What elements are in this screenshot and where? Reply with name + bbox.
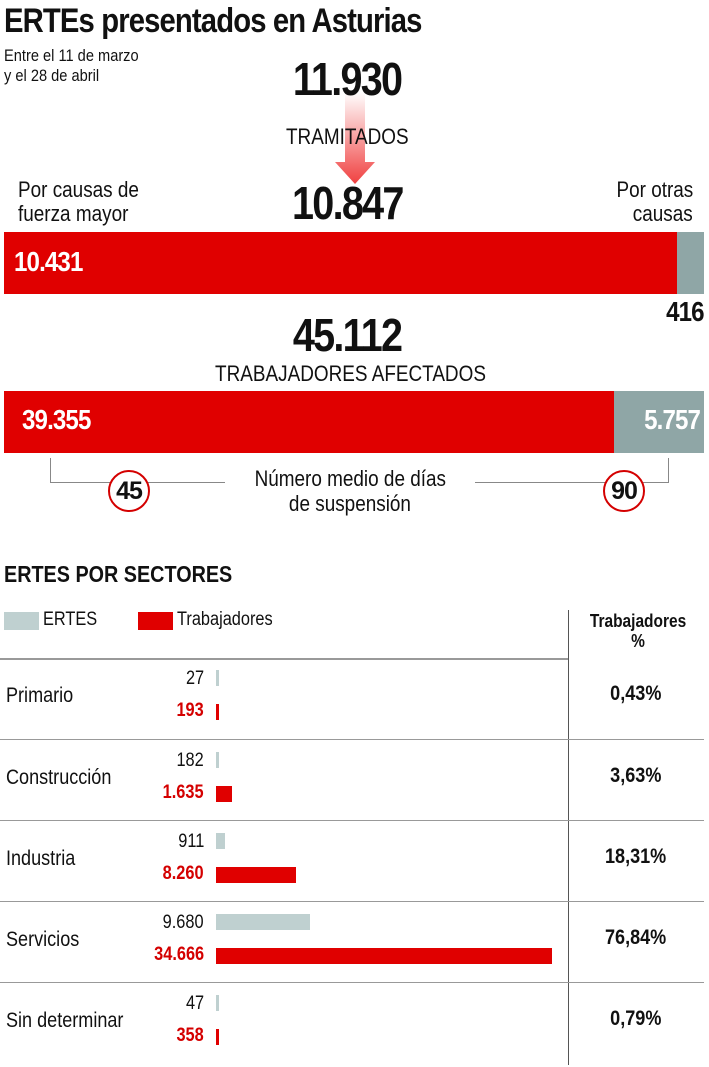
ertes-value-label: 911 bbox=[177, 831, 204, 852]
workers-label: TRABAJADORES AFECTADOS bbox=[214, 361, 486, 386]
workers-pct: 0,79% bbox=[610, 1007, 662, 1030]
tramitados-total: 10.847 bbox=[291, 177, 404, 229]
sector-name: Industria bbox=[6, 847, 76, 870]
workers-bar bbox=[216, 704, 219, 720]
bracket-line-right bbox=[475, 482, 668, 483]
otras-value: 416 bbox=[666, 296, 704, 327]
workers-pct: 0,43% bbox=[610, 682, 662, 705]
legend-swatch-ertes bbox=[4, 612, 39, 630]
divider bbox=[0, 658, 568, 660]
sector-name: Servicios bbox=[6, 928, 80, 951]
workers-total: 45.112 bbox=[292, 309, 403, 361]
bracket-right bbox=[668, 458, 669, 483]
page-title: ERTEs presentados en Asturias bbox=[4, 2, 422, 40]
ertes-bar bbox=[216, 670, 219, 686]
legend-label-ertes: ERTES bbox=[43, 609, 98, 630]
table-row: Construcción 182 1.635 3,63% bbox=[0, 739, 704, 820]
bar-otras bbox=[677, 232, 704, 294]
ertes-bar bbox=[216, 995, 219, 1011]
table-row: Sin determinar 47 358 0,79% bbox=[0, 982, 704, 1063]
otras-label: Por otras causas bbox=[616, 177, 693, 226]
days-label: Número medio de días de suspensión bbox=[254, 466, 446, 516]
bar-workers-fuerza-mayor bbox=[4, 391, 614, 453]
legend-swatch-trabajadores bbox=[138, 612, 173, 630]
pct-header: Trabajadores% bbox=[590, 611, 687, 651]
ertes-value-label: 9.680 bbox=[163, 912, 204, 933]
ertes-bar bbox=[216, 914, 310, 930]
bracket-left bbox=[50, 458, 51, 483]
sectors-title: ERTES POR SECTORES bbox=[4, 561, 233, 587]
workers-value-label: 34.666 bbox=[154, 944, 204, 965]
table-row: Primario 27 193 0,43% bbox=[0, 658, 704, 739]
sector-name: Construcción bbox=[6, 766, 112, 789]
subtitle: Entre el 11 de marzo y el 28 de abril bbox=[4, 46, 139, 85]
workers-value-label: 193 bbox=[176, 700, 204, 721]
workers-bar bbox=[216, 786, 232, 802]
workers-value-label: 8.260 bbox=[163, 863, 204, 884]
tramitados-label: TRAMITADOS bbox=[285, 124, 409, 149]
workers-pct: 76,84% bbox=[605, 926, 667, 949]
ertes-value-label: 182 bbox=[176, 750, 204, 771]
table-row: Servicios 9.680 34.666 76,84% bbox=[0, 901, 704, 982]
bar-fuerza-mayor bbox=[4, 232, 677, 294]
ertes-bar bbox=[216, 833, 225, 849]
ertes-value-label: 27 bbox=[185, 668, 204, 689]
workers-bar bbox=[216, 948, 552, 964]
sector-name: Primario bbox=[6, 684, 74, 707]
sector-name: Sin determinar bbox=[6, 1009, 124, 1032]
workers-value-label: 1.635 bbox=[163, 782, 204, 803]
workers-otras-value: 5.757 bbox=[644, 404, 701, 435]
workers-bar bbox=[216, 867, 297, 883]
workers-fuerza-mayor-value: 39.355 bbox=[22, 404, 91, 435]
presented-total: 11.930 bbox=[292, 53, 403, 105]
fuerza-mayor-value: 10.431 bbox=[14, 246, 83, 277]
bar-workers-otras bbox=[614, 391, 704, 453]
workers-pct: 3,63% bbox=[610, 764, 662, 787]
legend-label-trabajadores: Trabajadores bbox=[177, 609, 273, 630]
arrow-down-icon bbox=[335, 92, 375, 184]
fuerza-mayor-label: Por causas de fuerza mayor bbox=[18, 177, 139, 226]
table-row: Industria 911 8.260 18,31% bbox=[0, 820, 704, 901]
ertes-value-label: 47 bbox=[185, 993, 204, 1014]
ertes-bar bbox=[216, 752, 219, 768]
workers-value-label: 358 bbox=[176, 1025, 204, 1046]
days-otras: 90 bbox=[603, 470, 645, 512]
days-fuerza-mayor: 45 bbox=[108, 470, 150, 512]
workers-pct: 18,31% bbox=[605, 845, 667, 868]
workers-bar bbox=[216, 1029, 220, 1045]
table-divider bbox=[568, 610, 569, 1065]
